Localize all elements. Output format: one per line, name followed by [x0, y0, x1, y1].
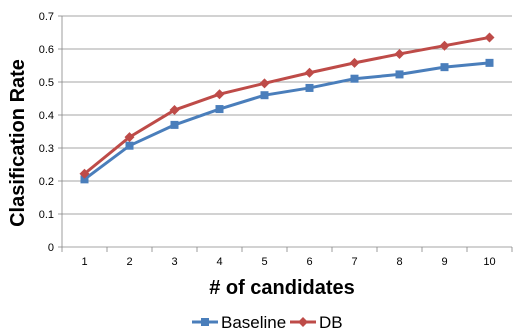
- axes: [58, 15, 513, 252]
- data-point-db: [349, 57, 360, 68]
- data-point-baseline: [485, 58, 494, 67]
- data-point-baseline: [305, 83, 314, 92]
- x-tick-label: 6: [306, 256, 312, 268]
- x-tick-label: 7: [351, 256, 357, 268]
- series-line-baseline: [83, 61, 490, 181]
- y-tick-label: 0: [48, 242, 54, 254]
- gridlines: [62, 15, 512, 215]
- y-tick-label: 0.1: [39, 209, 54, 221]
- y-axis-title: Clasification Rate: [7, 59, 29, 227]
- legend-item-db: DB: [290, 313, 343, 332]
- legend-marker-baseline: [201, 318, 209, 326]
- y-tick-label: 0.5: [39, 77, 54, 89]
- data-point-db: [169, 105, 180, 116]
- series-baseline: [80, 58, 494, 184]
- y-tick-label: 0.4: [39, 110, 54, 122]
- y-tick-label: 0.6: [39, 44, 54, 56]
- data-point-db: [394, 48, 405, 59]
- data-point-db: [79, 168, 90, 179]
- series-group: [79, 32, 495, 184]
- legend-item-baseline: Baseline: [192, 313, 286, 332]
- data-point-baseline: [440, 63, 449, 72]
- y-tick-labels: 0 0.1 0.2 0.3 0.4 0.5 0.6 0.7: [39, 11, 54, 254]
- x-tick-label: 3: [171, 256, 177, 268]
- series-line-db: [83, 35, 490, 175]
- data-point-baseline: [125, 141, 134, 150]
- series-db: [79, 32, 495, 179]
- y-tick-label: 0.2: [39, 176, 54, 188]
- x-tick-label: 9: [441, 256, 447, 268]
- data-point-db: [304, 67, 315, 78]
- data-point-db: [124, 132, 135, 143]
- x-tick-label: 1: [81, 256, 87, 268]
- legend-marker-db: [298, 317, 308, 327]
- x-axis-title: # of candidates: [209, 277, 355, 299]
- data-point-db: [214, 89, 225, 100]
- legend-label-baseline: Baseline: [221, 313, 286, 332]
- data-point-baseline: [395, 70, 404, 79]
- data-point-db: [439, 40, 450, 51]
- x-tick-label: 10: [483, 256, 495, 268]
- x-tick-label: 4: [216, 256, 222, 268]
- data-point-baseline: [80, 175, 89, 184]
- y-tick-label: 0.7: [39, 11, 54, 23]
- data-point-db: [484, 32, 495, 43]
- data-point-baseline: [260, 91, 269, 100]
- x-tick-labels: 1 2 3 4 5 6 7 8 9 10: [81, 256, 495, 268]
- legend-label-db: DB: [319, 313, 343, 332]
- x-tick-label: 8: [396, 256, 402, 268]
- x-tick-label: 2: [126, 256, 132, 268]
- y-tick-label: 0.3: [39, 143, 54, 155]
- legend: Baseline DB: [192, 313, 343, 332]
- x-tick-label: 5: [261, 256, 267, 268]
- data-point-baseline: [170, 120, 179, 129]
- data-point-baseline: [215, 105, 224, 114]
- data-point-baseline: [350, 74, 359, 83]
- data-point-db: [259, 78, 270, 89]
